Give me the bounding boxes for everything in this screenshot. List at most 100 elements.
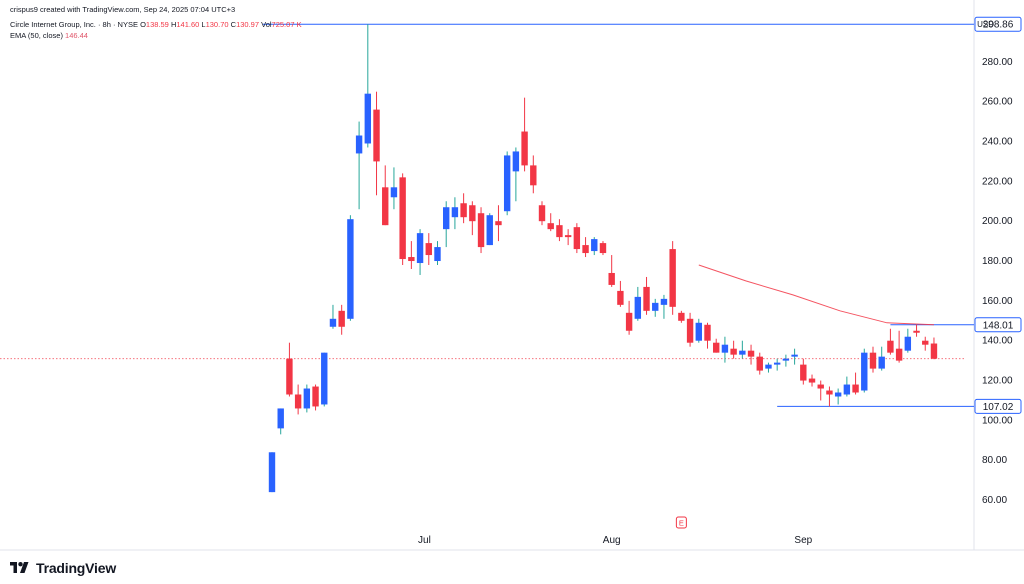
candle-body bbox=[843, 384, 851, 395]
candle bbox=[521, 97, 528, 172]
candle bbox=[660, 294, 668, 319]
candle bbox=[329, 304, 337, 329]
candle bbox=[887, 328, 894, 355]
candle bbox=[608, 255, 615, 287]
candle-body bbox=[660, 298, 668, 305]
candle-body bbox=[460, 203, 467, 218]
y-tick-label: 240.00 bbox=[982, 136, 1013, 147]
candle-body bbox=[268, 452, 276, 493]
candle bbox=[425, 233, 432, 266]
candle-body bbox=[329, 318, 337, 327]
candle-body bbox=[547, 223, 554, 230]
candle-body bbox=[294, 394, 302, 409]
candle-body bbox=[408, 257, 415, 262]
candle-body bbox=[373, 109, 380, 162]
y-tick-label: 220.00 bbox=[982, 176, 1013, 187]
candle bbox=[826, 386, 833, 407]
ema-legend[interactable]: EMA (50, close) 146.44 bbox=[10, 31, 88, 40]
candle-body bbox=[669, 249, 676, 307]
candle-body bbox=[512, 151, 520, 172]
candle bbox=[591, 237, 598, 256]
candle bbox=[303, 384, 311, 413]
level-price-label: 148.01 bbox=[983, 320, 1014, 331]
candle bbox=[408, 241, 415, 269]
event-markers: E bbox=[675, 516, 687, 529]
candle-body bbox=[625, 312, 633, 331]
y-tick-label: 200.00 bbox=[982, 216, 1013, 227]
candle-body bbox=[704, 324, 711, 341]
candle-body bbox=[852, 384, 859, 393]
candle bbox=[904, 328, 912, 353]
y-tick-label: 140.00 bbox=[982, 336, 1013, 347]
y-tick-label: 80.00 bbox=[982, 455, 1007, 466]
candle bbox=[765, 362, 772, 373]
y-tick-label: 120.00 bbox=[982, 376, 1013, 387]
candle bbox=[643, 276, 650, 315]
candle-body bbox=[277, 408, 284, 429]
candle-body bbox=[347, 219, 354, 319]
created-by-text: crispus9 created with TradingView.com, S… bbox=[10, 5, 236, 14]
candle-body bbox=[573, 227, 581, 250]
candle-body bbox=[747, 350, 755, 357]
candle-body bbox=[382, 187, 389, 226]
ema-line-layer bbox=[698, 264, 935, 326]
candle-body bbox=[425, 243, 432, 256]
candle bbox=[443, 201, 450, 248]
candle bbox=[878, 346, 885, 371]
candle-body bbox=[416, 233, 424, 264]
y-tick-label: 60.00 bbox=[982, 495, 1007, 506]
candle bbox=[617, 280, 624, 307]
candle bbox=[355, 121, 363, 210]
ema-label: EMA (50, close) bbox=[10, 31, 63, 40]
level-price-tag bbox=[974, 398, 1022, 414]
candle-body bbox=[608, 272, 615, 285]
candle-body bbox=[643, 286, 650, 311]
candle bbox=[861, 348, 868, 393]
level-price-tag bbox=[974, 16, 1022, 32]
candle bbox=[791, 348, 798, 365]
candle-body bbox=[364, 93, 372, 144]
candle-body bbox=[765, 364, 772, 369]
candle bbox=[347, 215, 354, 321]
candle bbox=[486, 213, 493, 246]
candle-body bbox=[355, 135, 363, 154]
candle-body bbox=[686, 318, 694, 343]
candle-body bbox=[913, 330, 920, 333]
candle bbox=[469, 201, 476, 236]
candle bbox=[538, 201, 546, 226]
candle bbox=[268, 452, 276, 493]
candle-body bbox=[495, 221, 502, 226]
level-price-label: 107.02 bbox=[983, 402, 1014, 413]
candle-body bbox=[303, 388, 311, 409]
candle bbox=[922, 336, 929, 351]
candle-body bbox=[887, 340, 894, 353]
candle bbox=[277, 408, 284, 435]
candle bbox=[373, 91, 380, 196]
candle bbox=[686, 312, 694, 347]
time-axis: Jul Aug Sep bbox=[418, 535, 813, 546]
candle bbox=[599, 241, 607, 256]
candle bbox=[669, 241, 676, 315]
candle bbox=[312, 384, 319, 411]
x-tick-label: Jul bbox=[418, 535, 431, 546]
candle-body bbox=[817, 384, 824, 389]
candle bbox=[634, 286, 642, 321]
candle bbox=[756, 352, 763, 375]
candle-body bbox=[582, 245, 589, 254]
ema-line bbox=[698, 264, 935, 326]
candle bbox=[704, 322, 711, 349]
candle bbox=[547, 213, 554, 232]
candle bbox=[294, 384, 302, 415]
symbol-legend[interactable]: Circle Internet Group, Inc. · 8h · NYSE … bbox=[10, 20, 302, 29]
candle-body bbox=[599, 243, 607, 254]
candle bbox=[399, 173, 406, 266]
candle bbox=[713, 338, 720, 353]
candle-body bbox=[286, 358, 293, 395]
currency-label[interactable]: USD bbox=[977, 20, 994, 29]
ohlc-low: L130.70 bbox=[201, 20, 229, 29]
candle bbox=[434, 241, 441, 266]
candle-body bbox=[564, 235, 572, 238]
ohlc-high: H141.60 bbox=[170, 20, 200, 29]
candle bbox=[913, 324, 920, 337]
